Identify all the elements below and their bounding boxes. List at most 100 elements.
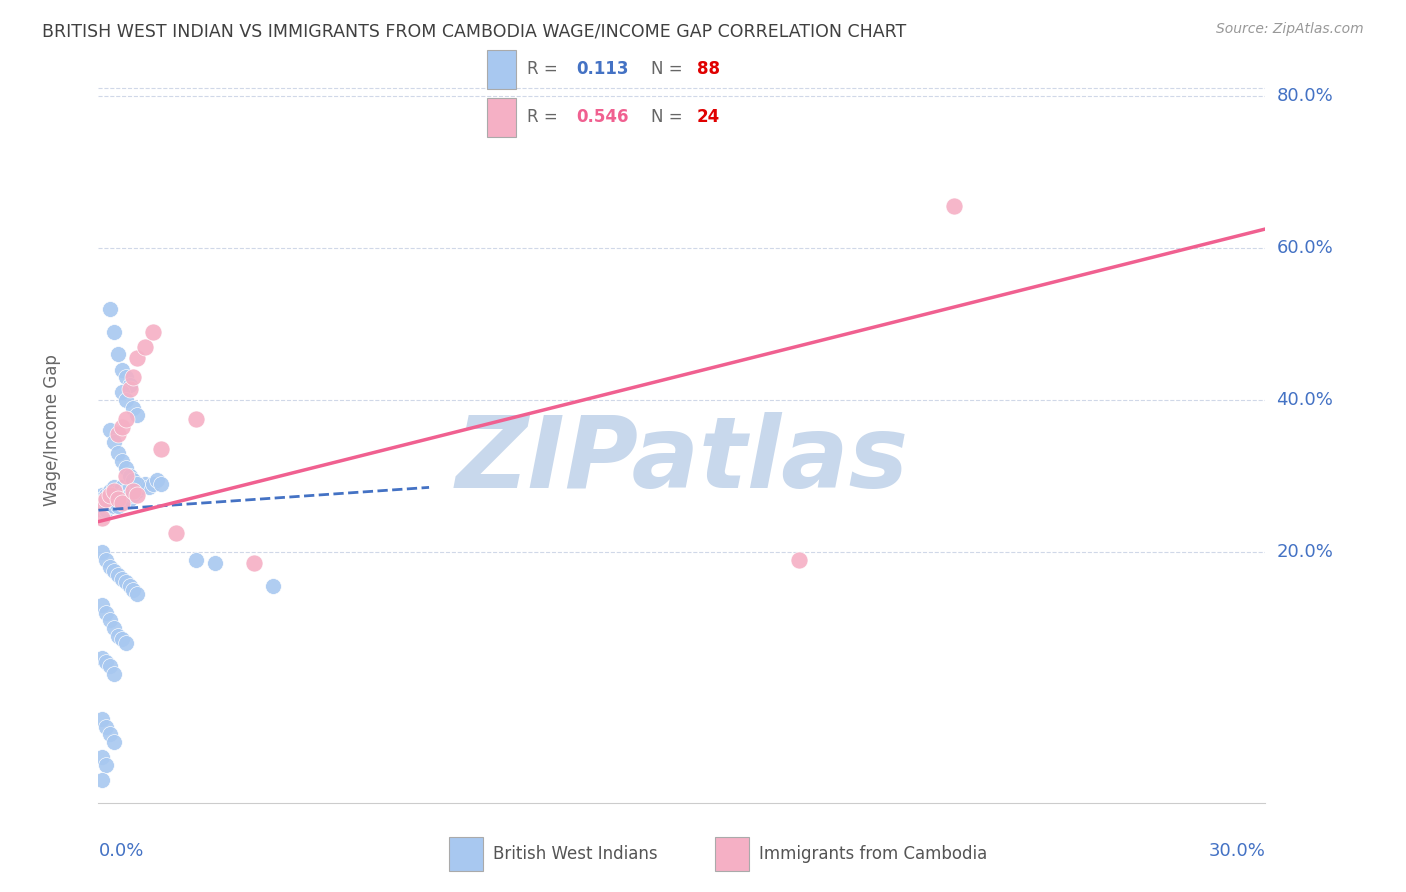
Point — [98, 488, 121, 502]
Point — [122, 484, 145, 499]
Point — [96, 500, 118, 514]
Point — [134, 340, 156, 354]
Point — [165, 526, 187, 541]
Point — [91, 491, 114, 506]
Text: BRITISH WEST INDIAN VS IMMIGRANTS FROM CAMBODIA WAGE/INCOME GAP CORRELATION CHAR: BRITISH WEST INDIAN VS IMMIGRANTS FROM C… — [42, 22, 907, 40]
Point — [114, 469, 136, 483]
Point — [184, 552, 207, 566]
Text: 20.0%: 20.0% — [1277, 543, 1333, 561]
Point — [122, 488, 145, 502]
Point — [122, 484, 145, 499]
Point — [91, 495, 114, 509]
Point — [127, 408, 149, 422]
Point — [134, 476, 156, 491]
Point — [118, 488, 141, 502]
Point — [118, 382, 141, 396]
Point — [127, 587, 149, 601]
Point — [122, 582, 145, 597]
Point — [98, 488, 121, 502]
Point — [204, 557, 226, 571]
Point — [243, 557, 266, 571]
Point — [127, 488, 149, 502]
Point — [98, 727, 121, 741]
Bar — [486, 98, 516, 137]
Point — [91, 488, 114, 502]
Point — [107, 491, 129, 506]
Point — [107, 347, 129, 361]
Point — [103, 491, 125, 506]
Point — [103, 434, 125, 449]
Text: 40.0%: 40.0% — [1277, 391, 1333, 409]
Point — [138, 480, 160, 494]
Point — [149, 476, 172, 491]
Point — [111, 385, 134, 400]
Point — [943, 199, 966, 213]
Text: R =: R = — [527, 61, 562, 78]
Text: Immigrants from Cambodia: Immigrants from Cambodia — [759, 845, 987, 863]
Point — [91, 712, 114, 726]
Point — [96, 491, 118, 506]
Point — [98, 495, 121, 509]
Text: Source: ZipAtlas.com: Source: ZipAtlas.com — [1216, 22, 1364, 37]
Point — [107, 488, 129, 502]
Point — [107, 500, 129, 514]
Point — [111, 362, 134, 376]
Point — [91, 510, 114, 524]
Point — [96, 552, 118, 566]
Point — [787, 552, 810, 566]
Point — [107, 491, 129, 506]
Point — [262, 579, 284, 593]
Text: 30.0%: 30.0% — [1209, 842, 1265, 860]
Point — [103, 666, 125, 681]
Point — [127, 484, 149, 499]
Point — [103, 325, 125, 339]
Point — [127, 476, 149, 491]
Point — [118, 377, 141, 392]
Point — [103, 495, 125, 509]
Point — [111, 491, 134, 506]
Point — [91, 503, 114, 517]
Bar — [450, 837, 484, 871]
Point — [103, 480, 125, 494]
Point — [107, 495, 129, 509]
Bar — [716, 837, 749, 871]
Point — [103, 488, 125, 502]
Point — [122, 401, 145, 415]
Point — [149, 442, 172, 457]
Point — [111, 495, 134, 509]
Point — [96, 503, 118, 517]
Point — [107, 484, 129, 499]
Point — [91, 772, 114, 787]
Text: 80.0%: 80.0% — [1277, 87, 1333, 105]
Point — [114, 392, 136, 407]
Point — [111, 632, 134, 647]
Point — [98, 500, 121, 514]
Point — [122, 370, 145, 384]
Point — [107, 567, 129, 582]
Point — [98, 484, 121, 499]
Text: Wage/Income Gap: Wage/Income Gap — [42, 354, 60, 507]
Point — [111, 480, 134, 494]
Point — [111, 488, 134, 502]
Point — [118, 491, 141, 506]
Point — [98, 659, 121, 673]
Point — [114, 484, 136, 499]
Point — [91, 598, 114, 612]
Point — [98, 301, 121, 316]
Text: 60.0%: 60.0% — [1277, 239, 1333, 257]
Point — [118, 469, 141, 483]
Point — [98, 614, 121, 628]
Point — [142, 476, 165, 491]
Text: N =: N = — [651, 61, 688, 78]
Point — [122, 473, 145, 487]
Text: ZIPatlas: ZIPatlas — [456, 412, 908, 508]
Point — [114, 491, 136, 506]
Point — [107, 446, 129, 460]
Point — [96, 491, 118, 506]
Point — [96, 488, 118, 502]
Point — [114, 575, 136, 590]
Point — [142, 325, 165, 339]
Point — [114, 412, 136, 426]
Bar — [486, 50, 516, 88]
Text: 0.0%: 0.0% — [98, 842, 143, 860]
